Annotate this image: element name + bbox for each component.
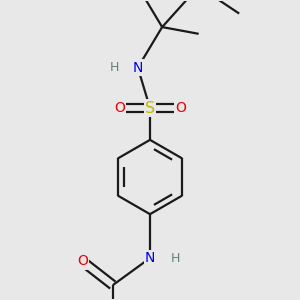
Text: S: S bbox=[145, 100, 155, 116]
Text: N: N bbox=[145, 251, 155, 265]
Text: O: O bbox=[77, 254, 88, 268]
Text: N: N bbox=[133, 61, 143, 75]
Text: H: H bbox=[110, 61, 120, 74]
Text: O: O bbox=[175, 101, 186, 115]
Text: O: O bbox=[114, 101, 125, 115]
Text: H: H bbox=[171, 252, 180, 265]
